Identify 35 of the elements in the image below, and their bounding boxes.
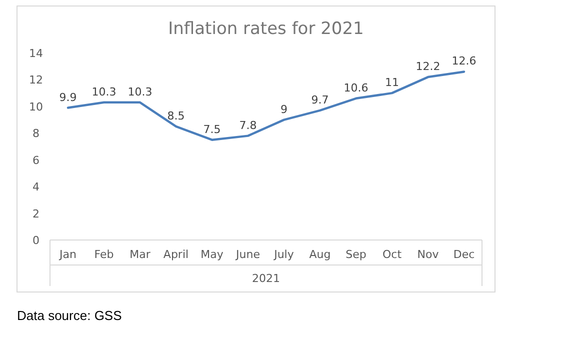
y-tick-label: 12 <box>29 74 43 87</box>
y-tick-label: 2 <box>32 207 40 220</box>
data-label: 10.3 <box>92 85 116 98</box>
x-axis-title: 2021 <box>252 272 280 285</box>
x-tick-label: Mar <box>130 248 151 261</box>
data-label: 11 <box>385 76 399 90</box>
data-label: 10.3 <box>128 85 152 98</box>
x-tick-label: June <box>235 248 260 261</box>
x-tick-label: Dec <box>453 248 475 261</box>
y-tick-label: 10 <box>29 100 43 114</box>
x-tick-label: Nov <box>417 248 440 261</box>
x-tick-label: Aug <box>309 248 331 261</box>
y-tick-label: 8 <box>32 127 40 140</box>
y-tick-label: 6 <box>32 154 40 167</box>
y-tick-label: 0 <box>32 234 40 247</box>
x-tick-label: Jan <box>58 248 76 261</box>
data-label: 12.6 <box>452 54 476 68</box>
data-label: 9.7 <box>311 93 329 106</box>
x-tick-label: Feb <box>94 248 114 261</box>
x-tick-label: May <box>200 248 224 261</box>
data-label: 10.6 <box>344 81 368 94</box>
x-tick-label: Oct <box>382 248 402 261</box>
data-label: 9.9 <box>59 90 77 104</box>
data-label: 12.2 <box>416 60 440 74</box>
source-note: Data source: GSS <box>17 308 122 323</box>
chart-title: Inflation rates for 2021 <box>168 19 364 39</box>
data-label: 7.5 <box>203 122 221 136</box>
data-label: 9 <box>280 102 288 116</box>
x-tick-label: April <box>163 248 189 261</box>
x-tick-label: July <box>273 248 294 261</box>
data-label: 7.8 <box>239 118 257 132</box>
y-tick-label: 4 <box>32 180 40 194</box>
data-label: 8.5 <box>167 109 185 122</box>
x-tick-label: Sep <box>346 248 366 261</box>
y-tick-label: 14 <box>29 47 43 60</box>
